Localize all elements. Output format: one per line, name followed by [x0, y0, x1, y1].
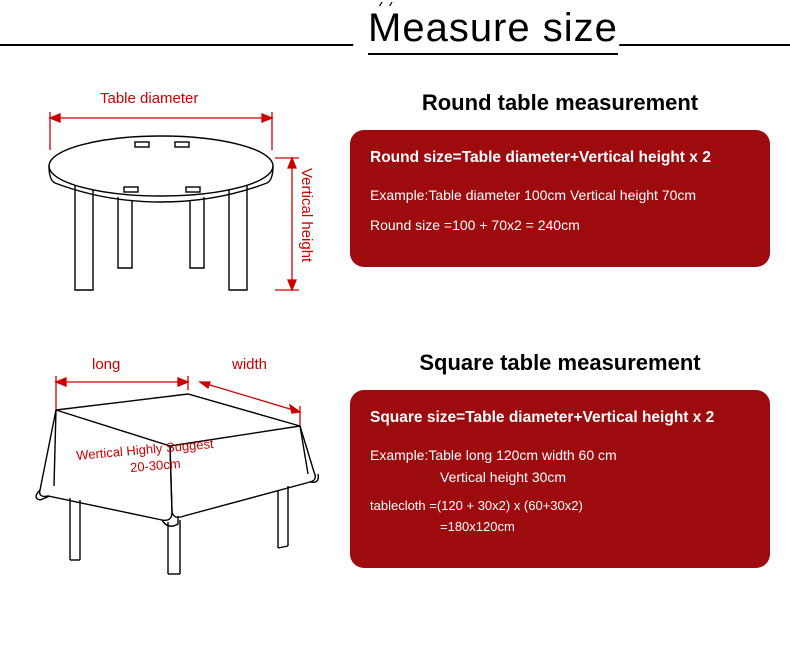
square-section-title: Square table measurement [350, 350, 770, 376]
square-example-1: Example:Table long 120cm width 60 cm [370, 446, 750, 466]
vertical-height-label: Vertical height [298, 168, 315, 262]
round-table-svg [20, 90, 330, 310]
round-formula: Round size=Table diameter+Vertical heigh… [370, 148, 750, 168]
square-row: long width Wertical Highly Suggest 20-30… [20, 350, 770, 590]
round-table-illustration: Table diameter Vertical height [20, 90, 330, 310]
round-section-title: Round table measurement [350, 90, 770, 116]
square-info-box: Square size=Table diameter+Vertical heig… [350, 390, 770, 568]
header-title-container: Measure size [349, 6, 638, 55]
diameter-label: Table diameter [100, 90, 198, 107]
square-example-1b: Vertical height 30cm [370, 468, 750, 488]
long-label: long [92, 356, 120, 373]
width-label: width [232, 356, 267, 373]
page-title: Measure size [368, 6, 618, 55]
round-row: Table diameter Vertical height [20, 90, 770, 310]
content-area: Table diameter Vertical height [0, 60, 790, 610]
round-example-2: Round size =100 + 70x2 = 240cm [370, 216, 750, 236]
square-formula: Square size=Table diameter+Vertical heig… [370, 408, 750, 428]
square-table-illustration: long width Wertical Highly Suggest 20-30… [20, 350, 330, 590]
page-header: Measure size [0, 0, 790, 60]
square-example-2: tablecloth =(120 + 30x2) x (60+30x2) [370, 497, 750, 515]
round-info-column: Round table measurement Round size=Table… [350, 90, 770, 267]
round-info-box: Round size=Table diameter+Vertical heigh… [350, 130, 770, 267]
square-info-column: Square table measurement Square size=Tab… [350, 350, 770, 568]
round-example-1: Example:Table diameter 100cm Vertical he… [370, 186, 750, 206]
square-example-2b: =180x120cm [370, 518, 750, 536]
